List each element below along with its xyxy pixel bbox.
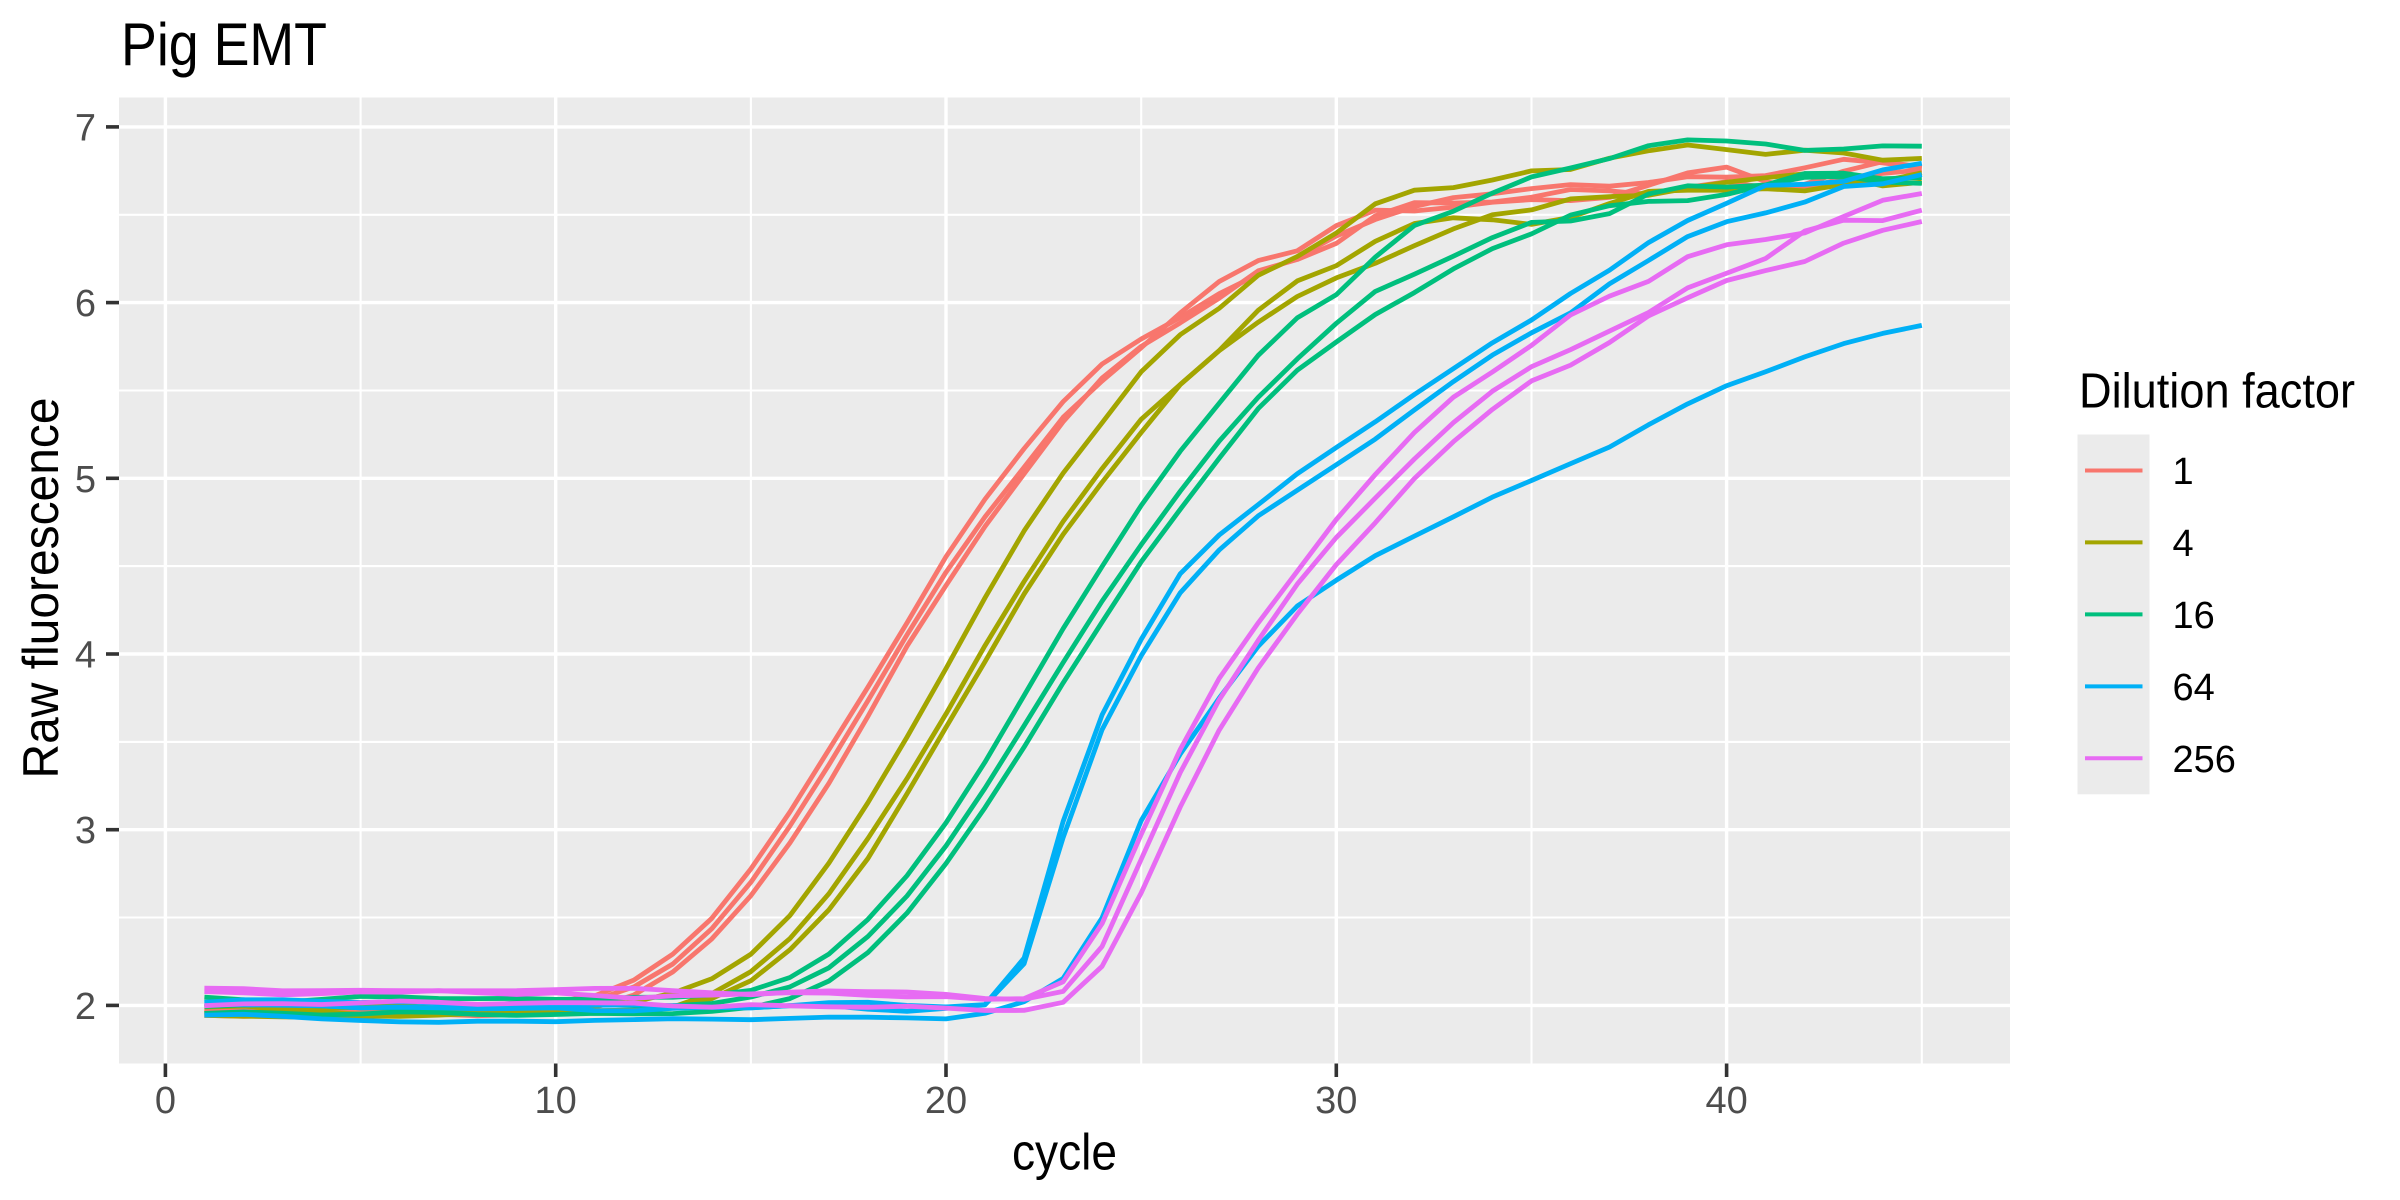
- svg-text:Pig EMT: Pig EMT: [121, 11, 327, 78]
- svg-text:10: 10: [535, 1080, 577, 1122]
- svg-text:2: 2: [75, 986, 96, 1028]
- svg-text:5: 5: [75, 459, 96, 501]
- svg-text:16: 16: [2173, 595, 2215, 637]
- svg-text:7: 7: [75, 107, 96, 149]
- svg-text:6: 6: [75, 283, 96, 325]
- svg-text:1: 1: [2173, 451, 2194, 493]
- svg-text:30: 30: [1315, 1080, 1357, 1122]
- svg-text:40: 40: [1705, 1080, 1747, 1122]
- svg-text:256: 256: [2173, 739, 2236, 781]
- svg-text:20: 20: [925, 1080, 967, 1122]
- svg-text:0: 0: [155, 1080, 176, 1122]
- svg-text:4: 4: [75, 635, 96, 677]
- svg-text:cycle: cycle: [1012, 1124, 1117, 1181]
- svg-text:Raw fluorescence: Raw fluorescence: [13, 398, 69, 779]
- svg-text:Dilution factor: Dilution factor: [2079, 364, 2355, 418]
- svg-text:4: 4: [2173, 523, 2194, 565]
- svg-text:64: 64: [2173, 667, 2215, 709]
- svg-text:3: 3: [75, 810, 96, 852]
